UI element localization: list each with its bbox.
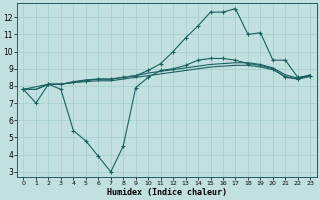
X-axis label: Humidex (Indice chaleur): Humidex (Indice chaleur) (107, 188, 227, 197)
